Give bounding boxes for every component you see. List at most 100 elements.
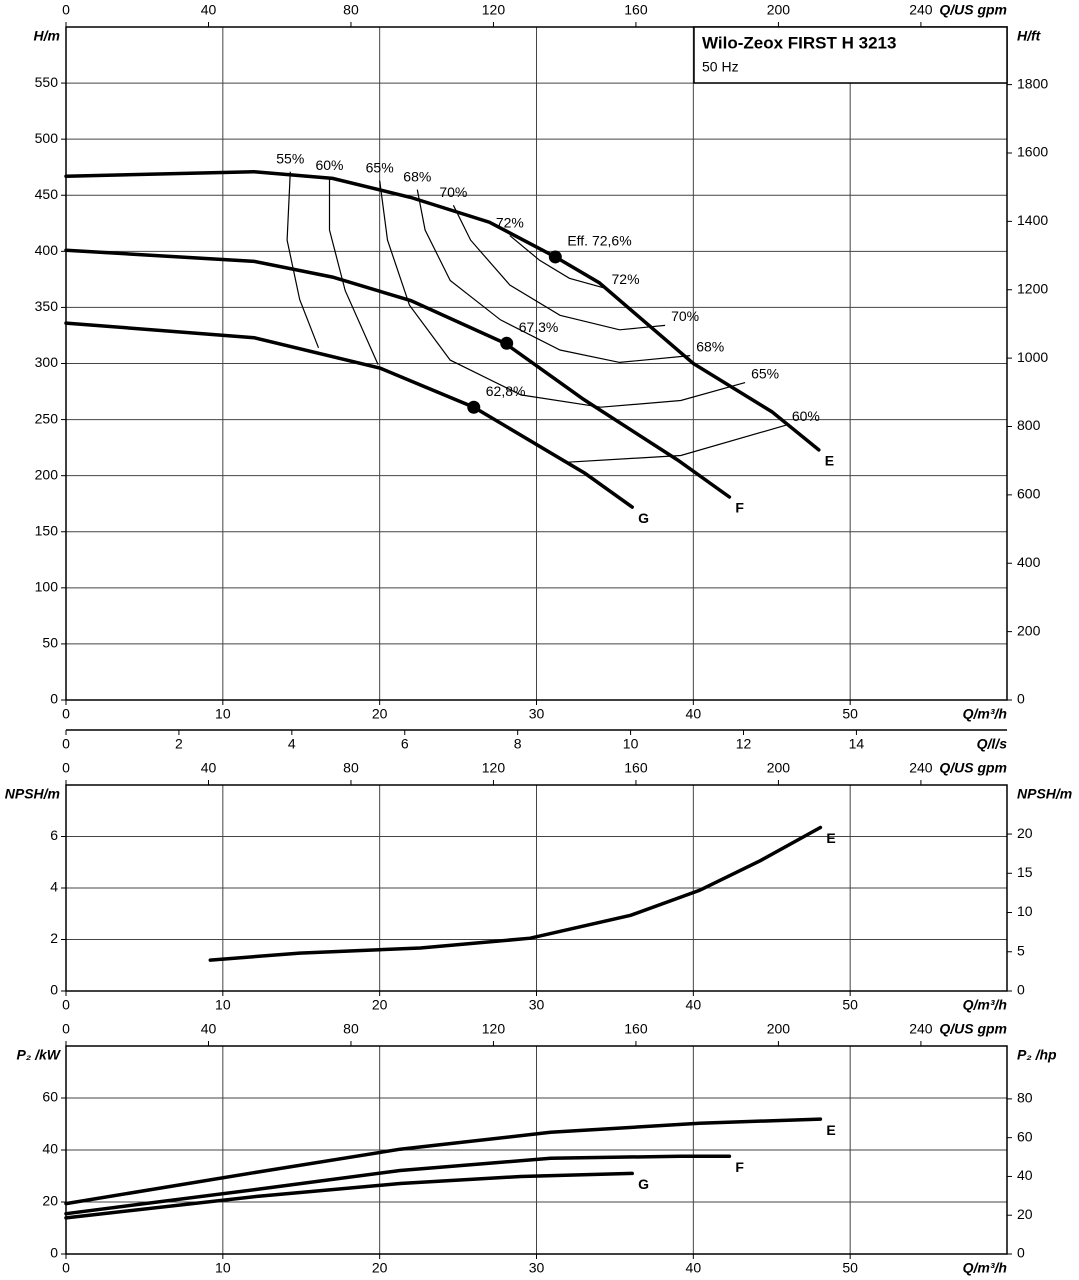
x3-tick-label: 4 <box>288 736 296 752</box>
x2-tick-label: 240 <box>909 2 933 18</box>
curve <box>64 321 634 509</box>
curve-label: E <box>826 1122 835 1138</box>
curve <box>208 825 823 962</box>
x-tick-label: 10 <box>215 997 231 1013</box>
curve-label: G <box>638 1176 649 1192</box>
x-tick-label: 10 <box>215 706 231 722</box>
y-tick-label: 550 <box>35 74 59 90</box>
y-tick-label: 350 <box>35 298 59 314</box>
x-tick-label: 0 <box>62 706 70 722</box>
x3-axis-label: Q/l/s <box>977 736 1008 752</box>
y2-tick-label: 80 <box>1017 1090 1033 1106</box>
x-tick-label: 30 <box>529 997 545 1013</box>
x2-tick-label: 0 <box>62 760 70 776</box>
x3-tick-label: 0 <box>62 736 70 752</box>
x3-tick-label: 8 <box>514 736 522 752</box>
y-tick-label: 100 <box>35 579 59 595</box>
x-tick-label: 40 <box>686 706 702 722</box>
y2-tick-label: 1200 <box>1017 280 1048 296</box>
y-tick-label: 40 <box>42 1141 58 1157</box>
x2-tick-label: 80 <box>343 1021 359 1037</box>
y2-tick-label: 60 <box>1017 1128 1033 1144</box>
y2-tick-label: 200 <box>1017 622 1041 638</box>
efficiency-label: 72% <box>612 271 640 287</box>
x-tick-label: 50 <box>842 997 858 1013</box>
y2-axis-label: H/ft <box>1017 28 1042 44</box>
curve <box>64 248 732 499</box>
x2-tick-label: 240 <box>909 1021 933 1037</box>
y-tick-label: 4 <box>50 879 58 895</box>
y-tick-label: 50 <box>42 635 58 651</box>
curve <box>64 169 821 452</box>
x2-tick-label: 40 <box>201 1021 217 1037</box>
y2-tick-label: 1600 <box>1017 144 1048 160</box>
curve-label: F <box>735 500 744 516</box>
x2-tick-label: 40 <box>201 760 217 776</box>
efficiency-label: 60% <box>792 408 820 424</box>
curve <box>64 1171 634 1220</box>
efficiency-label: 65% <box>366 159 394 175</box>
x-axis-label: Q/m³/h <box>963 706 1007 722</box>
title-box <box>693 26 1008 84</box>
x-tick-label: 30 <box>529 1260 545 1276</box>
x-axis-label: Q/m³/h <box>963 1260 1007 1276</box>
x-tick-label: 50 <box>842 706 858 722</box>
x2-tick-label: 200 <box>767 760 791 776</box>
bep-point <box>500 336 514 350</box>
curve <box>64 1117 823 1206</box>
y-tick-label: 0 <box>50 982 58 998</box>
y-tick-label: 400 <box>35 242 59 258</box>
x-tick-label: 40 <box>686 997 702 1013</box>
y-tick-label: 6 <box>50 827 58 843</box>
y-tick-label: 2 <box>50 930 58 946</box>
x2-axis-label: Q/US gpm <box>939 760 1007 776</box>
x2-tick-label: 40 <box>201 2 217 18</box>
x3-tick-label: 14 <box>849 736 865 752</box>
efficiency-line <box>509 235 606 289</box>
y2-tick-label: 20 <box>1017 825 1033 841</box>
bep-label: 67,3% <box>519 319 559 335</box>
efficiency-line <box>379 180 746 408</box>
y2-tick-label: 20 <box>1017 1206 1033 1222</box>
x3-tick-label: 6 <box>401 736 409 752</box>
x-tick-label: 10 <box>215 1260 231 1276</box>
curve-label: F <box>735 1159 744 1175</box>
x3-tick-label: 10 <box>623 736 639 752</box>
x2-tick-label: 240 <box>909 760 933 776</box>
y-tick-label: 300 <box>35 354 59 370</box>
x2-tick-label: 0 <box>62 2 70 18</box>
y2-tick-label: 1800 <box>1017 75 1048 91</box>
bep-point <box>467 400 481 414</box>
x-axis-label: Q/m³/h <box>963 997 1007 1013</box>
x2-tick-label: 160 <box>624 760 648 776</box>
y-tick-label: 150 <box>35 522 59 538</box>
y-tick-label: 0 <box>50 691 58 707</box>
y2-tick-label: 0 <box>1017 982 1025 998</box>
curve-label: E <box>826 830 835 846</box>
x-tick-label: 20 <box>372 706 388 722</box>
y-tick-label: 250 <box>35 410 59 426</box>
y-tick-label: 200 <box>35 466 59 482</box>
x-tick-label: 20 <box>372 997 388 1013</box>
x-tick-label: 50 <box>842 1260 858 1276</box>
x2-tick-label: 200 <box>767 2 791 18</box>
x-tick-label: 30 <box>529 706 545 722</box>
y2-tick-label: 400 <box>1017 554 1041 570</box>
x3-tick-label: 2 <box>175 736 183 752</box>
chart-subtitle: 50 Hz <box>702 59 739 75</box>
efficiency-line <box>286 171 320 349</box>
x2-axis-label: Q/US gpm <box>939 1021 1007 1037</box>
y-tick-label: 450 <box>35 186 59 202</box>
y-tick-label: 60 <box>42 1089 58 1105</box>
y-axis-label: NPSH/m <box>5 786 60 802</box>
efficiency-label: 68% <box>696 338 724 354</box>
y-tick-label: 500 <box>35 130 59 146</box>
y2-tick-label: 0 <box>1017 691 1025 707</box>
bep-label: 62,8% <box>486 383 526 399</box>
x2-tick-label: 200 <box>767 1021 791 1037</box>
efficiency-label: 68% <box>403 168 431 184</box>
efficiency-label: 65% <box>751 365 779 381</box>
x2-tick-label: 0 <box>62 1021 70 1037</box>
bep-label: Eff. 72,6% <box>567 233 631 249</box>
